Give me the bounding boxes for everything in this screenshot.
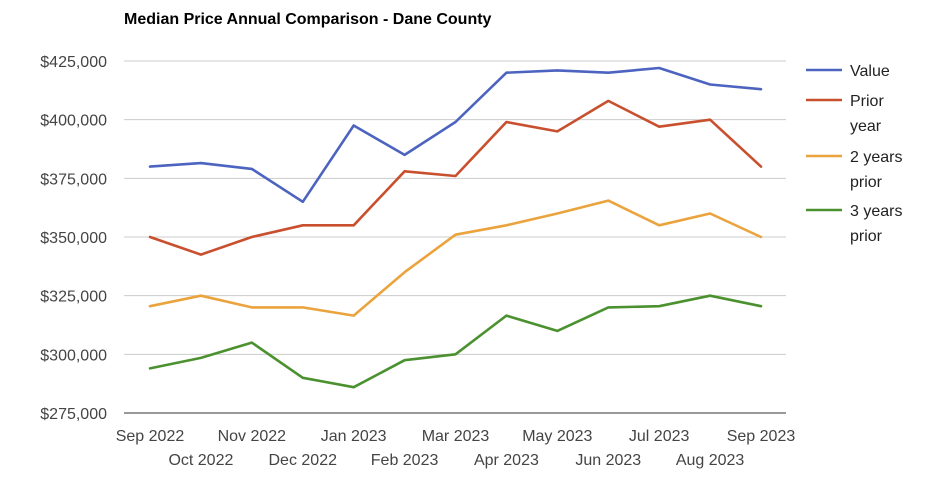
legend-label[interactable]: 3 years [850, 203, 902, 220]
y-tick-label: $400,000 [40, 113, 107, 130]
x-tick-label: Sep 2023 [727, 428, 796, 445]
x-tick-label: Aug 2023 [676, 452, 745, 469]
x-tick-label: Sep 2022 [116, 428, 185, 445]
series-line-prior-year[interactable] [148, 99, 763, 256]
legend-label[interactable]: Value [850, 63, 890, 80]
x-tick-label: Apr 2023 [474, 452, 539, 469]
x-tick-label: Mar 2023 [422, 428, 490, 445]
y-tick-label: $425,000 [40, 54, 107, 71]
y-tick-label: $375,000 [40, 171, 107, 188]
y-tick-label: $350,000 [40, 230, 107, 247]
x-tick-label: Jul 2023 [629, 428, 690, 445]
chart-title: Median Price Annual Comparison - Dane Co… [124, 11, 492, 28]
series-line-3-years-prior[interactable] [148, 294, 763, 389]
series-line-2-years-prior[interactable] [148, 199, 763, 317]
x-tick-label: May 2023 [522, 428, 592, 445]
y-tick-label: $325,000 [40, 289, 107, 306]
legend-label[interactable]: prior [850, 228, 883, 245]
y-tick-label: $300,000 [40, 347, 107, 364]
legend-label[interactable]: prior [850, 174, 883, 191]
series-line-value[interactable] [148, 66, 763, 204]
y-tick-label: $275,000 [40, 406, 107, 423]
legend[interactable]: Value Prior year 2 years prior 3 years prior [806, 63, 902, 245]
x-tick-label: Nov 2022 [218, 428, 287, 445]
legend-label[interactable]: year [850, 118, 882, 135]
axes: $275,000 $300,000 $325,000 $350,000 $375,000… [40, 54, 795, 469]
legend-label[interactable]: Prior [850, 93, 884, 110]
x-tick-label: Dec 2022 [269, 452, 338, 469]
x-tick-label: Jun 2023 [575, 452, 641, 469]
gridlines [124, 60, 786, 414]
x-tick-label: Oct 2022 [168, 452, 233, 469]
legend-label[interactable]: 2 years [850, 149, 902, 166]
x-tick-label: Jan 2023 [321, 428, 387, 445]
x-tick-label: Feb 2023 [371, 452, 439, 469]
series-lines [148, 66, 763, 389]
